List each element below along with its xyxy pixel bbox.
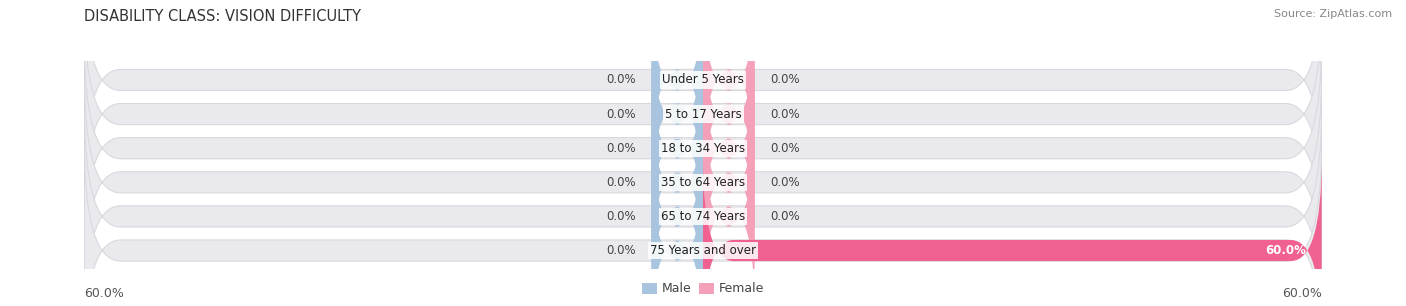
Text: 0.0%: 0.0% [606,108,636,121]
FancyBboxPatch shape [703,0,755,172]
FancyBboxPatch shape [651,0,703,172]
FancyBboxPatch shape [651,159,703,306]
Text: 0.0%: 0.0% [770,73,800,87]
FancyBboxPatch shape [703,56,755,240]
FancyBboxPatch shape [84,5,1322,223]
FancyBboxPatch shape [84,0,1322,189]
FancyBboxPatch shape [84,73,1322,291]
Text: 35 to 64 Years: 35 to 64 Years [661,176,745,189]
Text: Under 5 Years: Under 5 Years [662,73,744,87]
Text: 65 to 74 Years: 65 to 74 Years [661,210,745,223]
Text: 0.0%: 0.0% [770,142,800,155]
FancyBboxPatch shape [651,22,703,206]
Text: Source: ZipAtlas.com: Source: ZipAtlas.com [1274,9,1392,19]
FancyBboxPatch shape [84,142,1322,306]
Text: 18 to 34 Years: 18 to 34 Years [661,142,745,155]
Text: 0.0%: 0.0% [770,210,800,223]
Text: 60.0%: 60.0% [1265,244,1306,257]
Text: 0.0%: 0.0% [770,176,800,189]
FancyBboxPatch shape [651,91,703,274]
FancyBboxPatch shape [651,56,703,240]
Text: 0.0%: 0.0% [606,176,636,189]
FancyBboxPatch shape [703,159,1322,306]
Text: 0.0%: 0.0% [770,108,800,121]
Text: DISABILITY CLASS: VISION DIFFICULTY: DISABILITY CLASS: VISION DIFFICULTY [84,9,361,24]
FancyBboxPatch shape [703,125,755,306]
Text: 60.0%: 60.0% [84,287,124,300]
Text: 60.0%: 60.0% [1282,287,1322,300]
Text: 0.0%: 0.0% [606,244,636,257]
FancyBboxPatch shape [84,108,1322,306]
FancyBboxPatch shape [84,39,1322,257]
Text: 0.0%: 0.0% [606,210,636,223]
FancyBboxPatch shape [703,22,755,206]
Legend: Male, Female: Male, Female [637,278,769,300]
Text: 0.0%: 0.0% [606,142,636,155]
Text: 5 to 17 Years: 5 to 17 Years [665,108,741,121]
FancyBboxPatch shape [651,125,703,306]
Text: 0.0%: 0.0% [606,73,636,87]
Text: 75 Years and over: 75 Years and over [650,244,756,257]
FancyBboxPatch shape [703,91,755,274]
